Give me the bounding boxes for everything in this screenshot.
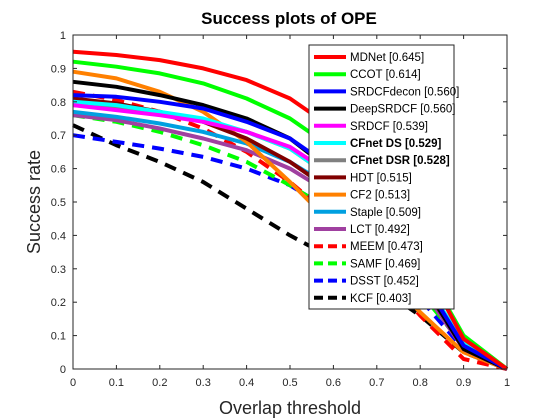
legend-label-hdt: HDT [0.515] bbox=[350, 172, 412, 184]
y-tick-label: 0 bbox=[60, 364, 66, 376]
legend-label-ccot: CCOT [0.614] bbox=[350, 69, 421, 81]
y-tick-label: 0.7 bbox=[51, 130, 66, 142]
x-tick-label: 0.2 bbox=[152, 377, 167, 389]
y-tick-label: 1 bbox=[60, 30, 66, 42]
x-tick-label: 0.5 bbox=[282, 377, 297, 389]
series-line-cf2 bbox=[72, 69, 508, 371]
legend-label-cf2: CF2 [0.513] bbox=[350, 190, 410, 202]
legend: MDNet [0.645] CCOT [0.614] SRDCFdecon [0.5… bbox=[308, 44, 459, 310]
y-tick-label: 0.9 bbox=[51, 63, 66, 75]
y-tick-label: 0.6 bbox=[51, 164, 66, 176]
x-tick-label: 0.9 bbox=[456, 377, 471, 389]
x-tick-label: 0.1 bbox=[109, 377, 124, 389]
x-tick-label: 0.4 bbox=[239, 377, 254, 389]
legend-label-meem: MEEM [0.473] bbox=[350, 241, 423, 253]
legend-label-cfnet-ds: CFnet DS [0.529] bbox=[350, 138, 442, 150]
series-line-kcf bbox=[72, 123, 508, 371]
legend-label-srdcf: SRDCF [0.539] bbox=[350, 121, 428, 133]
y-tick-label: 0.5 bbox=[51, 197, 66, 209]
chart-title: Success plots of OPE bbox=[201, 9, 377, 28]
legend-label-samf: SAMF [0.469] bbox=[350, 258, 420, 270]
y-tick-label: 0.2 bbox=[51, 297, 66, 309]
x-tick-label: 0.3 bbox=[196, 377, 211, 389]
legend-label-cfnet-dsr: CFnet DSR [0.528] bbox=[350, 155, 450, 167]
x-axis-label: Overlap threshold bbox=[219, 398, 361, 418]
x-tick-label: 0 bbox=[70, 377, 76, 389]
y-tick-label: 0.1 bbox=[51, 331, 66, 343]
y-tick-label: 0.4 bbox=[51, 230, 66, 242]
y-axis: 0 0.1 0.2 0.3 0.4 0.5 0.6 0.7 0.8 0.9 1 bbox=[51, 30, 507, 376]
legend-label-kcf: KCF [0.403] bbox=[350, 293, 411, 305]
x-axis: 0 0.1 0.2 0.3 0.4 0.5 0.6 0.7 0.8 0.9 1 bbox=[70, 35, 510, 389]
legend-label-staple: Staple [0.509] bbox=[350, 207, 421, 219]
legend-label-lct: LCT [0.492] bbox=[350, 224, 410, 236]
x-tick-label: 0.8 bbox=[413, 377, 428, 389]
legend-label-dsst: DSST [0.452] bbox=[350, 276, 419, 288]
legend-label-mdnet: MDNet [0.645] bbox=[350, 52, 424, 64]
y-axis-label: Success rate bbox=[24, 150, 44, 254]
x-tick-label: 0.6 bbox=[326, 377, 341, 389]
y-tick-label: 0.3 bbox=[51, 264, 66, 276]
y-tick-label: 0.8 bbox=[51, 97, 66, 109]
legend-label-srdcfdecon: SRDCFdecon [0.560] bbox=[350, 86, 459, 98]
series-line-meem bbox=[72, 89, 508, 371]
x-tick-label: 1 bbox=[504, 377, 510, 389]
x-tick-label: 0.7 bbox=[369, 377, 384, 389]
legend-label-deepsrdcf: DeepSRDCF [0.560] bbox=[350, 104, 455, 116]
